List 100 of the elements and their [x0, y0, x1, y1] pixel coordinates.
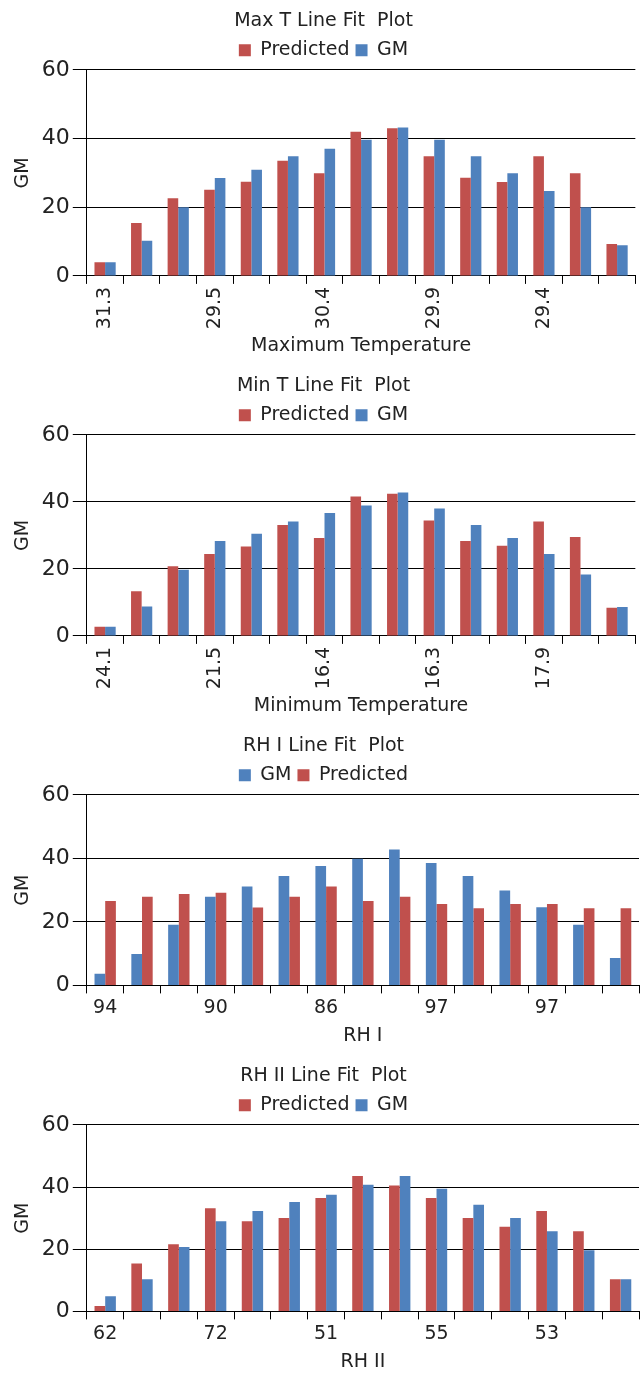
bar [131, 591, 142, 636]
y-axis-title: GM [10, 1202, 33, 1234]
bar [434, 139, 445, 276]
legend-label: Predicted [260, 402, 350, 425]
bar [389, 1185, 400, 1311]
bar [131, 1263, 143, 1311]
x-tick-label: 97 [534, 994, 560, 1017]
bar [240, 546, 252, 636]
y-axis-title: GM [10, 157, 33, 189]
y-tick-label: 20 [41, 1234, 70, 1260]
y-tick-label: 0 [55, 971, 70, 997]
legend-label: GM [377, 1092, 409, 1115]
bar [533, 156, 544, 276]
x-tick-label: 53 [534, 1320, 560, 1343]
bar [94, 626, 106, 636]
bar [499, 1226, 511, 1311]
y-tick-label: 0 [55, 621, 70, 647]
bar [362, 900, 374, 985]
y-tick-label: 20 [41, 554, 70, 580]
x-tick-label: 24.1 [92, 646, 115, 690]
bar [620, 908, 632, 985]
bar [105, 1296, 116, 1311]
bar [361, 505, 372, 636]
bar [324, 148, 336, 276]
y-tick-label: 60 [41, 780, 70, 806]
bar [214, 541, 226, 636]
bar [168, 924, 179, 985]
bar [423, 156, 435, 276]
bar [510, 1218, 521, 1311]
x-axis-title: Minimum Temperature [253, 692, 469, 715]
bar [289, 896, 300, 985]
x-tick-label: 17.9 [530, 646, 553, 690]
legend-label: GM [377, 402, 409, 425]
bar [94, 262, 106, 276]
bar [240, 181, 252, 276]
bar [204, 554, 215, 636]
bar [178, 569, 189, 636]
x-tick-label: 31.3 [92, 286, 115, 330]
bar [167, 198, 179, 276]
bar [313, 173, 325, 276]
x-axis-title: Maximum Temperature [251, 332, 472, 355]
bar [507, 173, 518, 276]
bar [287, 521, 299, 636]
bar [167, 566, 179, 636]
bar [573, 924, 584, 985]
bar [350, 131, 362, 276]
bar [546, 1231, 558, 1311]
bar [361, 139, 372, 276]
bar [141, 240, 153, 276]
bar [352, 858, 363, 985]
bar [352, 1176, 363, 1311]
bar [142, 1279, 153, 1311]
x-tick-label: 30.4 [311, 286, 334, 330]
bar [617, 607, 628, 636]
bar [460, 541, 471, 636]
y-tick-label: 20 [41, 907, 70, 933]
bar [536, 1210, 547, 1311]
x-tick-label: 55 [424, 1320, 449, 1343]
bar [215, 1221, 227, 1311]
bar [617, 245, 628, 276]
bar [142, 896, 153, 985]
bar [178, 893, 190, 985]
bar [178, 207, 189, 276]
bar [326, 1194, 337, 1311]
bar [496, 182, 508, 276]
legend-label: Predicted [260, 1092, 350, 1115]
bar [573, 1231, 584, 1311]
bar [141, 606, 153, 636]
bar [105, 900, 116, 985]
bar [387, 493, 398, 636]
bar [204, 189, 215, 276]
bar [470, 524, 482, 636]
bar [277, 524, 288, 636]
x-tick-label: 16.3 [421, 646, 444, 690]
bar [620, 1279, 632, 1311]
bar [289, 1201, 300, 1311]
bar [434, 508, 445, 636]
bar [326, 886, 337, 985]
bar [387, 128, 398, 276]
bar [277, 160, 288, 276]
bar [131, 953, 143, 985]
bar [569, 173, 581, 276]
bar [536, 907, 547, 985]
bar [470, 156, 482, 276]
x-axis-title: RH II [340, 1348, 386, 1371]
bar [178, 1247, 190, 1311]
x-tick-label: 29.5 [201, 286, 224, 330]
x-tick-label: 29.4 [530, 286, 553, 330]
bar [324, 512, 336, 636]
bar [399, 896, 411, 985]
bar [397, 127, 409, 276]
x-tick-label: 86 [313, 994, 339, 1017]
bar [436, 904, 448, 985]
y-tick-label: 0 [55, 261, 70, 287]
bar [362, 1184, 374, 1311]
bar [105, 626, 116, 636]
bar [94, 1306, 106, 1311]
y-tick-label: 60 [41, 420, 70, 446]
bar [131, 223, 142, 276]
bar [423, 520, 435, 636]
